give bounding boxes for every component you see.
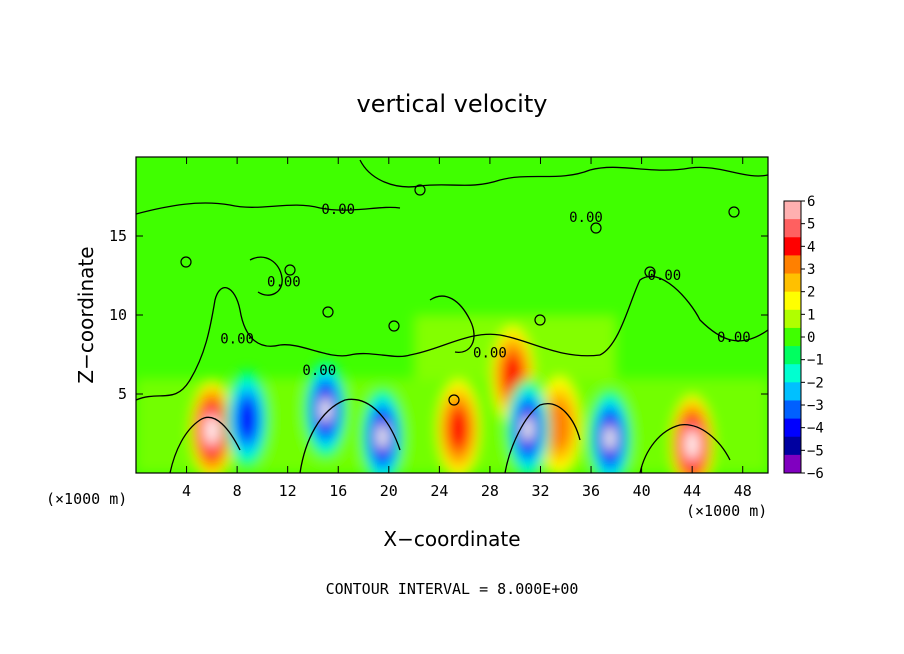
y-axis: 5 10 15: [109, 227, 768, 403]
x-axis-label: X−coordinate: [383, 527, 520, 551]
contour-label: 0.00: [321, 202, 355, 218]
zero-contour-line: [599, 275, 768, 356]
x-tick-label: 8: [233, 482, 242, 500]
downdraft-core: [238, 401, 257, 438]
colorbar-swatch: [784, 454, 801, 474]
colorbar-swatch: [784, 201, 801, 220]
zero-contours: 0.00 0.00 0.00 0.00 0.00 0.00 0.00 0.00: [136, 159, 768, 473]
chart-title: vertical velocity: [357, 90, 548, 118]
colorbar-swatch: [784, 327, 801, 347]
zero-contour-line: [429, 295, 475, 353]
colorbar-tick-label: 6: [807, 194, 815, 210]
zero-contour-loop: [284, 264, 296, 276]
colorbar-swatch: [784, 418, 801, 438]
zero-contour-loop: [180, 256, 192, 268]
zero-contour-loop: [414, 184, 426, 196]
x-unit-label-right: (×1000 m): [686, 502, 767, 520]
extreme-core: [377, 423, 388, 450]
x-tick-label: 32: [531, 482, 549, 500]
zero-contour-line: [299, 398, 401, 473]
y-axis-label: Z−coordinate: [74, 246, 98, 383]
zero-contour-loop: [448, 394, 460, 406]
zero-contour-loop: [388, 320, 400, 332]
x-axis: 4 8 12 16 20 24 28 32 36 40 44 48: [182, 157, 752, 500]
x-tick-label: 24: [430, 482, 448, 500]
zero-contour-loop: [534, 314, 546, 326]
contour-label: 0.00: [647, 268, 681, 284]
colorbar-swatch: [784, 400, 801, 419]
x-tick-label: 28: [481, 482, 499, 500]
contour-label: 0.00: [717, 330, 751, 346]
contour-label: 0.00: [302, 363, 336, 379]
y-tick-label: 15: [109, 227, 127, 245]
zero-contour-loop: [590, 222, 602, 234]
zero-contour-line: [136, 287, 281, 401]
zero-contour-line: [279, 333, 601, 358]
extreme-core: [687, 431, 698, 458]
zero-contour-line: [359, 159, 768, 188]
colorbar-swatch: [784, 237, 801, 256]
colorbar-tick-label: 1: [807, 307, 815, 323]
colorbar-swatch: [784, 291, 801, 311]
colorbar-swatch: [784, 436, 801, 456]
zero-contour-line: [136, 202, 401, 215]
colorbar-tick-label: −5: [807, 443, 824, 459]
extreme-core: [522, 415, 533, 442]
zero-contour-loop: [322, 306, 334, 318]
colorbar-tick-label: −2: [807, 375, 824, 391]
x-tick-label: 40: [633, 482, 651, 500]
updraft-core: [448, 408, 469, 450]
plot-area: 0.00 0.00 0.00 0.00 0.00 0.00 0.00 0.00: [136, 157, 768, 473]
extreme-core: [605, 425, 615, 452]
colorbar-tick-label: 4: [807, 239, 815, 255]
x-tick-label: 12: [279, 482, 297, 500]
colorbar-swatch: [784, 273, 801, 293]
zero-contour-line: [249, 256, 283, 296]
colorbar-swatch: [784, 382, 801, 401]
zero-contour-loop: [728, 206, 740, 218]
colorbar: 6 5 4 3 2 1 0 −1 −2 −3 −4 −5 −6: [783, 194, 824, 482]
updraft-core: [547, 400, 572, 451]
colorbar-swatch: [784, 309, 801, 329]
zero-contour-line: [504, 403, 581, 473]
colorbar-tick-label: 5: [807, 217, 815, 233]
x-tick-label: 44: [683, 482, 701, 500]
colorbar-tick-label: 2: [807, 285, 815, 301]
zero-contour-line: [639, 424, 731, 473]
zero-contour-loop: [644, 266, 656, 278]
colorbar-swatch: [784, 364, 801, 383]
zero-contour-line: [169, 416, 241, 473]
colorbar-tick-label: −4: [807, 421, 824, 437]
colorbar-swatch: [784, 219, 801, 238]
colorbar-tick-label: −1: [807, 353, 824, 369]
y-tick-label: 5: [118, 385, 127, 403]
contour-label: 0.00: [220, 331, 254, 347]
colorbar-tick-label: −6: [807, 466, 824, 482]
x-tick-label: 20: [380, 482, 398, 500]
contour-label: 0.00: [267, 275, 301, 291]
x-tick-label: 16: [329, 482, 347, 500]
x-unit-label: (×1000 m): [46, 490, 127, 508]
x-tick-label: 48: [734, 482, 752, 500]
x-tick-label: 4: [182, 482, 191, 500]
y-tick-label: 10: [109, 306, 127, 324]
contour-interval-note: CONTOUR INTERVAL = 8.000E+00: [326, 580, 579, 598]
extreme-core: [206, 417, 217, 444]
contour-label: 0.00: [473, 346, 507, 362]
colorbar-swatch: [784, 346, 801, 365]
colorbar-tick-label: 0: [807, 330, 815, 346]
colorbar-tick-label: −3: [807, 398, 824, 414]
x-tick-label: 36: [582, 482, 600, 500]
colorbar-swatch: [784, 255, 801, 274]
contour-label: 0.00: [569, 210, 603, 226]
colorbar-tick-label: 3: [807, 262, 815, 278]
velocity-field: [136, 315, 768, 473]
